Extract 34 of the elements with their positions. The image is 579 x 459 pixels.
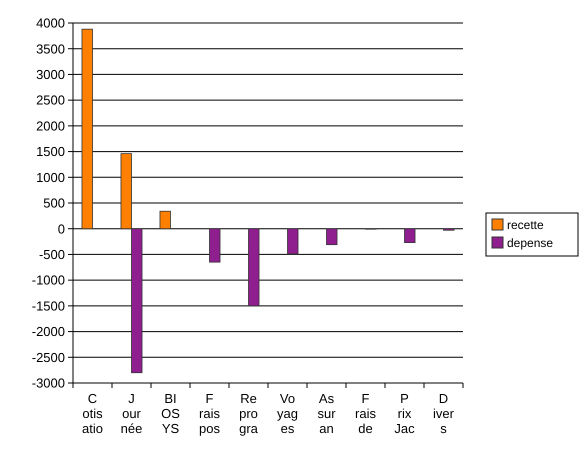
y-tick-label: -1500 (32, 298, 65, 314)
y-tick-label: -2500 (32, 350, 65, 365)
bar (209, 228, 220, 263)
legend-label: recette (507, 218, 544, 232)
x-tick-label: As sur an (317, 391, 336, 436)
legend-label: depense (507, 236, 554, 250)
y-tick-label: 2000 (36, 118, 65, 134)
x-tick-label: P rix Jac (394, 391, 416, 436)
y-tick-label: -2000 (32, 324, 65, 340)
y-tick-label: -3000 (32, 376, 65, 391)
y-tick-label: 1500 (36, 144, 65, 160)
y-tick-label: 3000 (36, 66, 65, 82)
y-tick-label: 500 (43, 196, 65, 211)
bar (160, 210, 171, 230)
bar (248, 228, 260, 306)
x-tick-label: F rais pos (199, 391, 220, 436)
x-tick-label: F rais de (355, 391, 376, 436)
y-tick-label: 0 (58, 221, 65, 236)
bar (82, 28, 93, 230)
x-tick-label: D iver s (433, 391, 455, 436)
y-tick-label: -500 (38, 246, 65, 262)
x-tick-label: Vo yag es (277, 391, 298, 436)
bar (404, 228, 416, 243)
x-tick-label: Re pro gra (239, 391, 259, 436)
y-tick-label: -1000 (32, 272, 65, 288)
y-tick-label: 4000 (36, 16, 65, 31)
bar (287, 228, 298, 254)
y-tick-label: 1000 (36, 170, 65, 185)
x-tick-label: C otis atio (82, 391, 104, 436)
y-tick-label: 3500 (36, 41, 65, 56)
x-tick-label: BI OS YS (161, 391, 180, 436)
bar (326, 228, 338, 246)
y-tick-label: 2500 (36, 92, 65, 108)
x-tick-label: J our née (120, 391, 142, 436)
